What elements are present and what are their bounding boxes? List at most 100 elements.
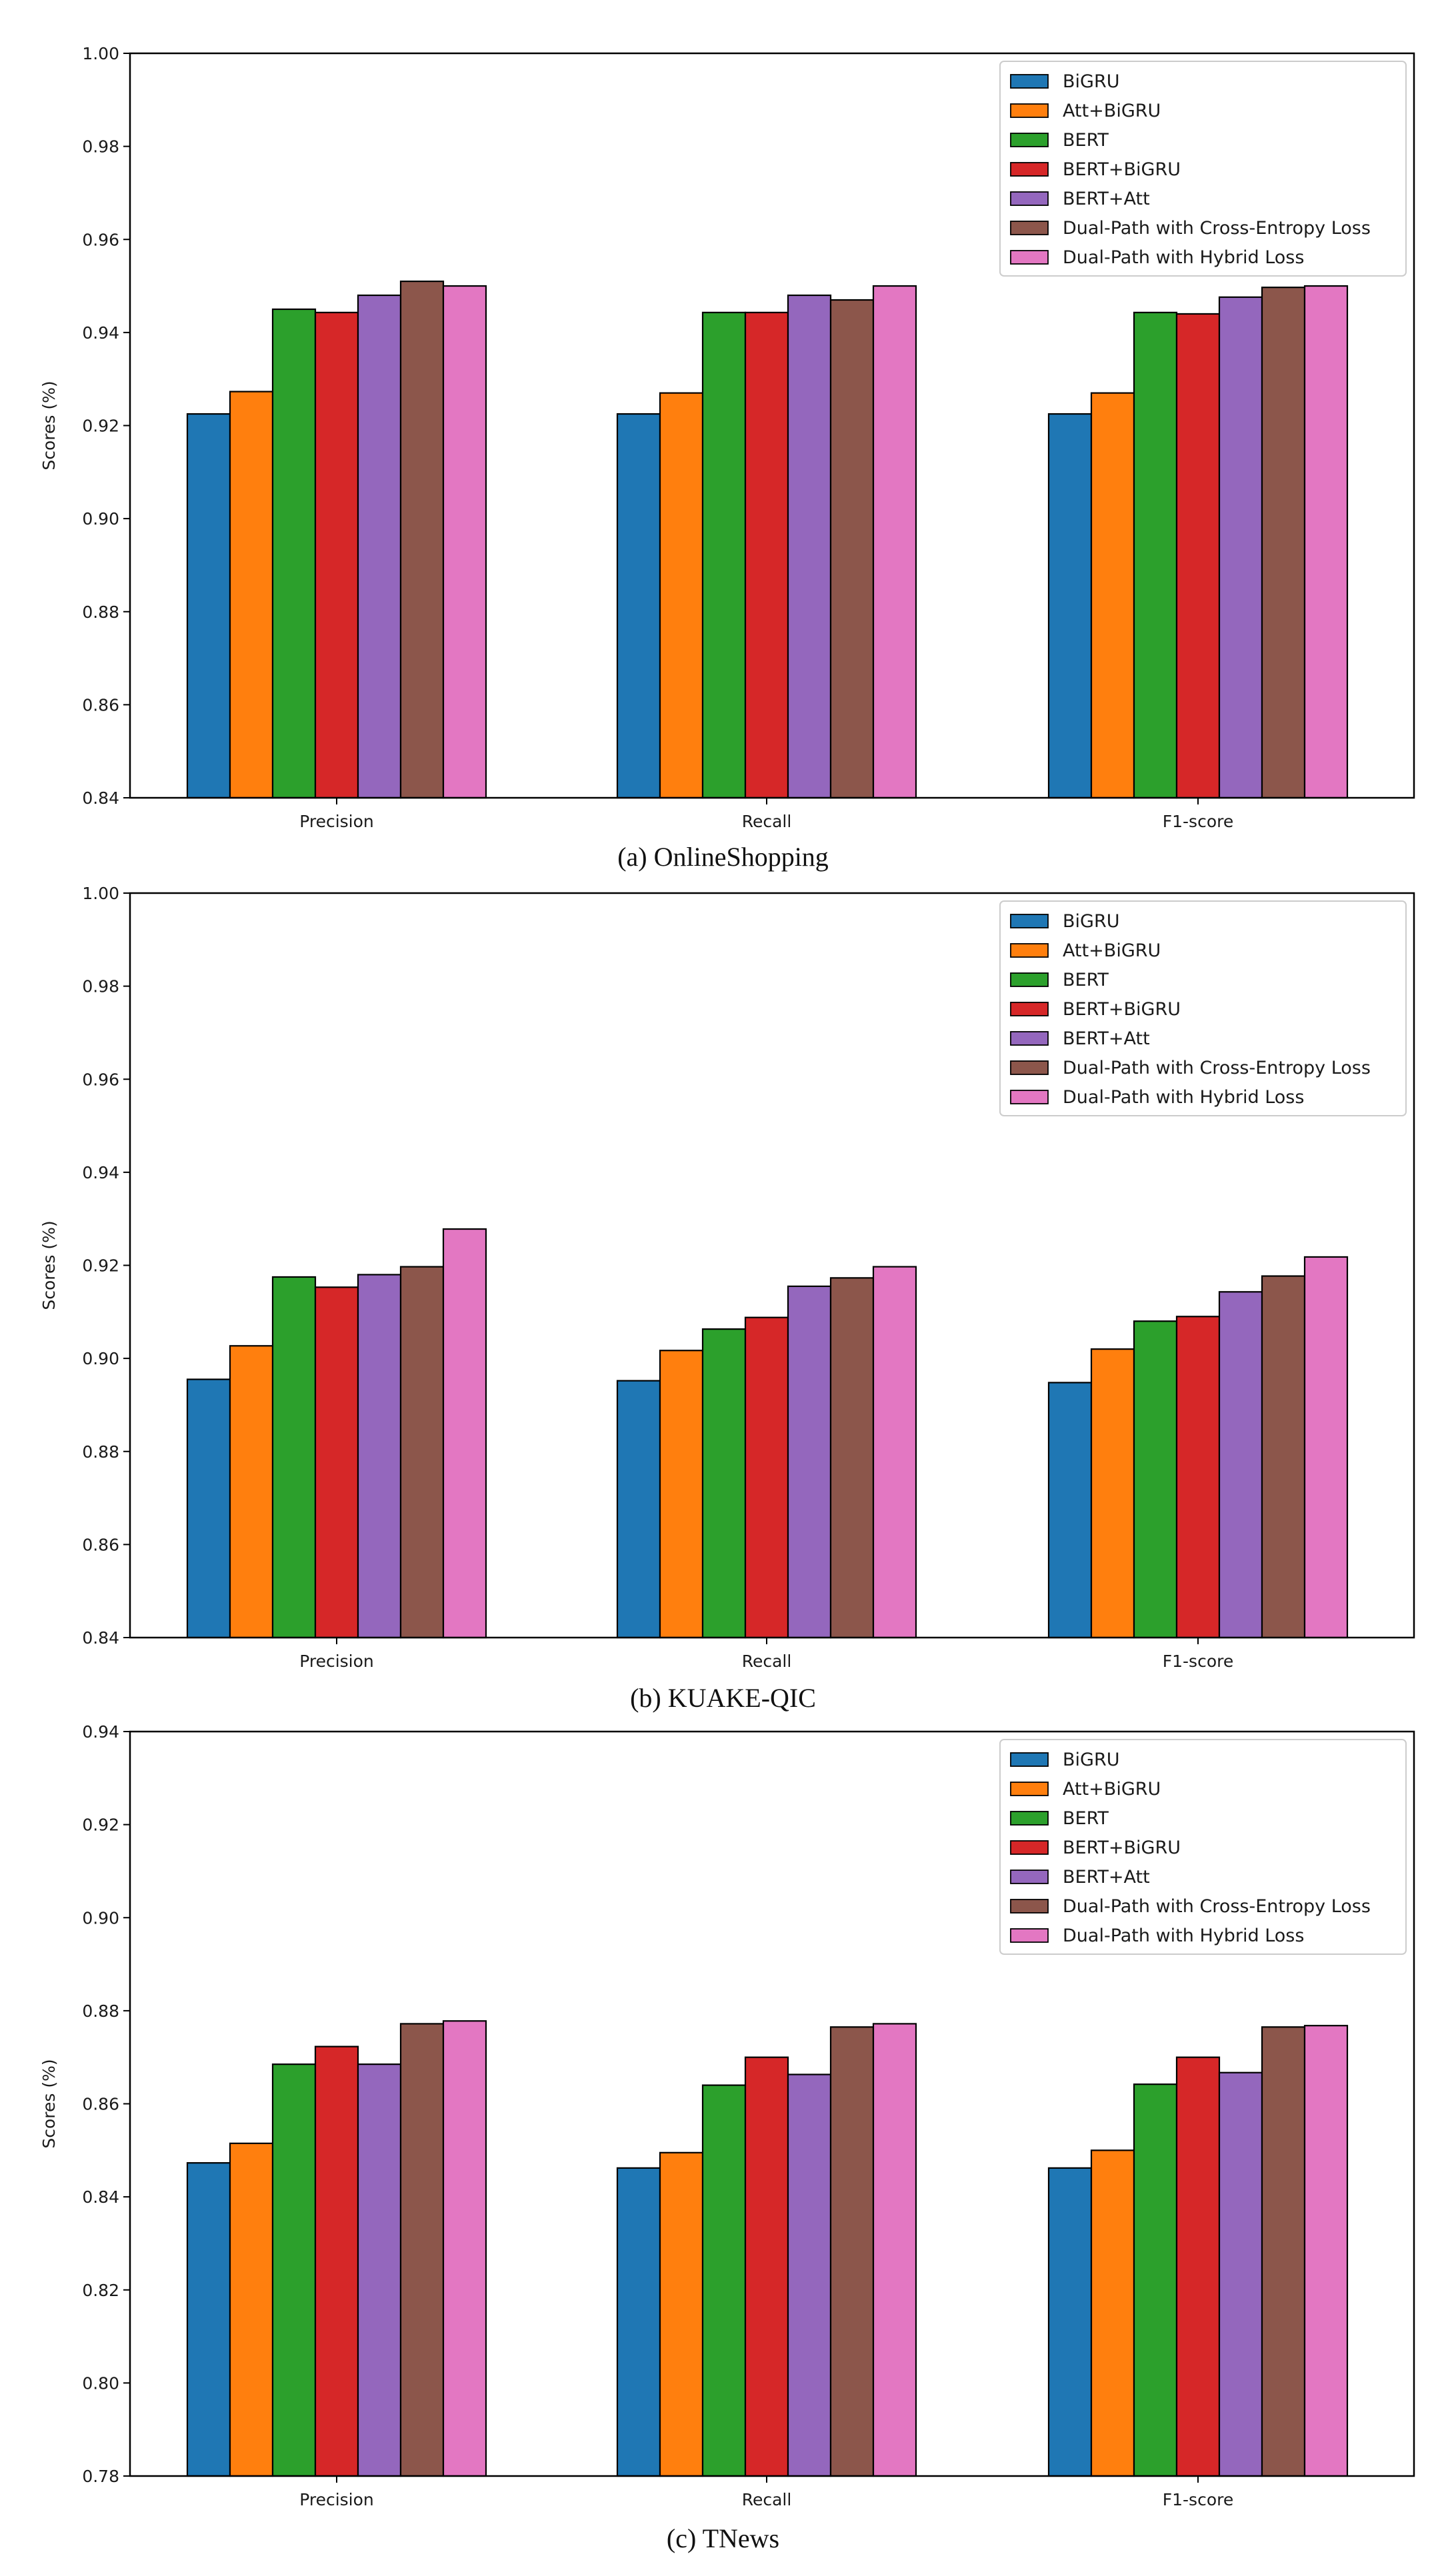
legend-swatch-bert-bigru	[1010, 162, 1049, 177]
y-tick-label: 0.98	[82, 137, 119, 157]
bar-dual-path-with-cross-entropy-loss-f1-score	[1261, 2026, 1306, 2477]
bar-bert-bigru-f1-score	[1175, 2056, 1221, 2477]
bar-dual-path-with-hybrid-loss-recall	[872, 285, 917, 799]
bar-bert-bigru-precision	[314, 1286, 359, 1639]
legend-swatch-dual-path-with-cross-entropy-loss	[1010, 1060, 1049, 1075]
bar-bert-att-precision	[357, 2063, 402, 2477]
bar-bert-att-precision	[357, 1274, 402, 1639]
y-tick-label: 0.86	[82, 2095, 119, 2114]
x-tick-label-f1-score: F1-score	[1163, 1652, 1233, 1671]
x-tick-label-f1-score: F1-score	[1163, 812, 1233, 831]
legend-swatch-bert-att	[1010, 191, 1049, 206]
legend: BiGRU Att+BiGRU BERT BERT+BiGRU BERT+Att Dual…	[999, 61, 1407, 277]
legend-swatch-bigru	[1010, 914, 1049, 928]
plot-frame	[129, 52, 1415, 799]
y-tick-label: 0.90	[82, 509, 119, 529]
y-tick-label: 0.80	[82, 2373, 119, 2393]
bar-dual-path-with-cross-entropy-loss-recall	[829, 1277, 875, 1639]
legend-label-bert-bigru: BERT+BiGRU	[1063, 999, 1181, 1020]
y-tick-label: 0.94	[82, 1722, 119, 1742]
legend-label-bert: BERT	[1063, 1808, 1109, 1829]
legend-label-dual-path-with-cross-entropy-loss: Dual-Path with Cross-Entropy Loss	[1063, 1896, 1371, 1917]
chart-kuake-qic: 0.84 0.86 0.88 0.90 0.92 0.94 0.96 0.98 1.00 Scor…	[39, 884, 1415, 1671]
legend-swatch-bert	[1010, 1811, 1049, 1826]
x-tick-label-recall: Recall	[742, 1652, 792, 1671]
y-axis-label: Scores (%)	[39, 2059, 59, 2148]
bar-att-bigru-recall	[659, 2151, 704, 2477]
x-tick-label-recall: Recall	[742, 2490, 792, 2509]
legend-swatch-att-bigru	[1010, 1782, 1049, 1796]
y-tick-label: 0.92	[82, 1816, 119, 1835]
y-tick-label: 1.00	[82, 884, 119, 903]
y-tick-label: 0.86	[82, 695, 119, 714]
bar-bigru-recall	[616, 1380, 661, 1639]
bar-att-bigru-f1-score	[1090, 1348, 1135, 1639]
bar-dual-path-with-hybrid-loss-precision	[442, 2020, 487, 2477]
legend-swatch-dual-path-with-hybrid-loss	[1010, 1090, 1049, 1104]
legend-swatch-bigru	[1010, 1752, 1049, 1767]
legend: BiGRU Att+BiGRU BERT BERT+BiGRU BERT+Att Dual…	[999, 900, 1407, 1116]
y-tick-label: 0.96	[82, 1070, 119, 1089]
bar-dual-path-with-hybrid-loss-precision	[442, 1228, 487, 1639]
bar-dual-path-with-hybrid-loss-recall	[872, 1266, 917, 1639]
x-tick-label-recall: Recall	[742, 812, 792, 831]
bar-bert-bigru-f1-score	[1175, 1316, 1221, 1639]
bar-dual-path-with-hybrid-loss-precision	[442, 285, 487, 799]
y-tick-label: 0.98	[82, 977, 119, 996]
legend-swatch-bigru	[1010, 74, 1049, 89]
bar-bert-f1-score	[1133, 2083, 1178, 2477]
legend-swatch-dual-path-with-cross-entropy-loss	[1010, 221, 1049, 235]
y-tick-label: 0.90	[82, 1349, 119, 1368]
legend-swatch-dual-path-with-hybrid-loss	[1010, 250, 1049, 265]
legend-label-att-bigru: Att+BiGRU	[1063, 101, 1161, 121]
legend-label-bert: BERT	[1063, 970, 1109, 990]
bar-bert-att-recall	[787, 1285, 832, 1639]
bar-bert-bigru-recall	[744, 311, 789, 799]
bar-dual-path-with-cross-entropy-loss-precision	[399, 280, 445, 799]
bar-dual-path-with-cross-entropy-loss-precision	[399, 2023, 445, 2477]
caption-kuake-qic: (b) KUAKE-QIC	[630, 1683, 816, 1713]
caption-onlineshopping: (a) OnlineShopping	[617, 842, 829, 872]
plot-frame	[129, 892, 1415, 1639]
legend-label-dual-path-with-cross-entropy-loss: Dual-Path with Cross-Entropy Loss	[1063, 1058, 1371, 1078]
legend-frame	[999, 900, 1407, 1116]
legend-label-dual-path-with-hybrid-loss: Dual-Path with Hybrid Loss	[1063, 1926, 1304, 1946]
bar-bert-att-recall	[787, 294, 832, 799]
chart-onlineshopping: 0.84 0.86 0.88 0.90 0.92 0.94 0.96 0.98 1.00 Scor…	[39, 44, 1415, 831]
y-tick-label: 0.82	[82, 2281, 119, 2300]
panel-kuake-qic: 0.84 0.86 0.88 0.90 0.92 0.94 0.96 0.98 1.00 Scor…	[0, 840, 1446, 1720]
panel-tnews: 0.78 0.80 0.82 0.84 0.86 0.88 0.90 0.92 0.94 Scor…	[0, 1678, 1446, 2576]
bar-bert-att-f1-score	[1218, 2071, 1263, 2477]
x-tick-label-precision: Precision	[299, 2490, 374, 2509]
bar-bigru-f1-score	[1047, 1382, 1093, 1639]
bar-bert-bigru-precision	[314, 311, 359, 799]
legend-label-bigru: BiGRU	[1063, 911, 1119, 932]
legend-swatch-att-bigru	[1010, 943, 1049, 958]
bar-dual-path-with-hybrid-loss-f1-score	[1303, 1256, 1349, 1639]
legend-swatch-bert-bigru	[1010, 1840, 1049, 1855]
legend-label-bigru: BiGRU	[1063, 71, 1119, 92]
legend-label-bigru: BiGRU	[1063, 1750, 1119, 1770]
legend-swatch-dual-path-with-cross-entropy-loss	[1010, 1899, 1049, 1914]
y-tick-label: 0.88	[82, 2001, 119, 2021]
legend-label-bert-att: BERT+Att	[1063, 1028, 1150, 1049]
bar-att-bigru-precision	[229, 391, 274, 799]
y-axis-label: Scores (%)	[39, 381, 59, 470]
bar-dual-path-with-cross-entropy-loss-recall	[829, 299, 875, 799]
legend-swatch-bert-bigru	[1010, 1002, 1049, 1016]
bar-bert-att-precision	[357, 294, 402, 799]
y-tick-label: 0.90	[82, 1908, 119, 1928]
caption-tnews: (c) TNews	[666, 2523, 780, 2553]
bar-dual-path-with-cross-entropy-loss-precision	[399, 1266, 445, 1639]
y-tick-label: 0.84	[82, 1628, 119, 1648]
bar-dual-path-with-cross-entropy-loss-recall	[829, 2026, 875, 2477]
bar-dual-path-with-cross-entropy-loss-f1-score	[1261, 287, 1306, 799]
bar-dual-path-with-cross-entropy-loss-f1-score	[1261, 1275, 1306, 1639]
chart-tnews: 0.78 0.80 0.82 0.84 0.86 0.88 0.90 0.92 0.94 Scor…	[39, 1722, 1415, 2509]
bar-bert-bigru-f1-score	[1175, 313, 1221, 799]
bar-dual-path-with-hybrid-loss-f1-score	[1303, 2025, 1349, 2477]
bar-bert-att-recall	[787, 2073, 832, 2477]
x-tick-label-f1-score: F1-score	[1163, 2490, 1233, 2509]
y-tick-label: 0.92	[82, 1256, 119, 1276]
bar-bigru-f1-score	[1047, 413, 1093, 799]
